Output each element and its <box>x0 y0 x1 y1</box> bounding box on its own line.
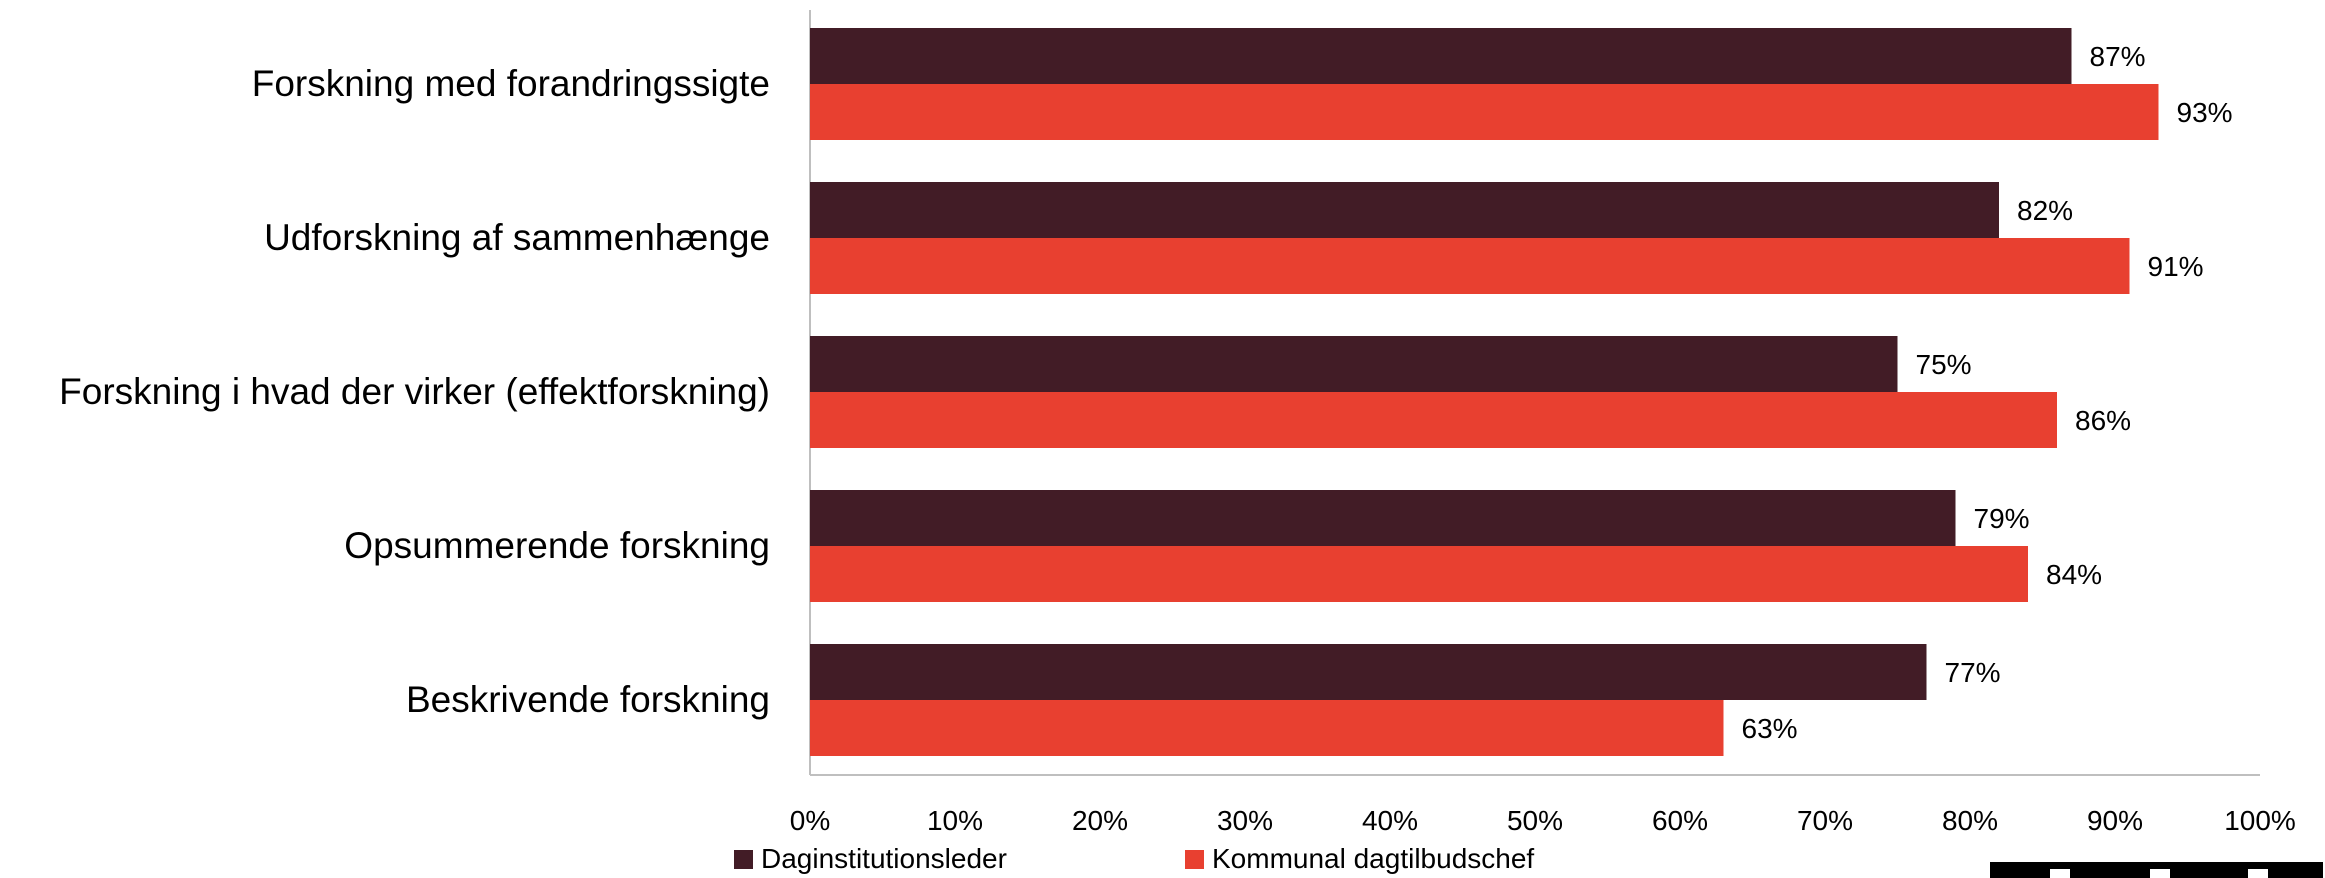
x-tick-label: 80% <box>1942 805 1998 836</box>
data-label: 77% <box>1945 657 2001 688</box>
data-label: 87% <box>2090 41 2146 72</box>
data-label: 79% <box>1974 503 2030 534</box>
x-tick-label: 0% <box>790 805 830 836</box>
legend-swatch <box>734 850 753 869</box>
data-label: 82% <box>2017 195 2073 226</box>
legend-label: Kommunal dagtilbudschef <box>1212 843 1534 874</box>
bar <box>810 700 1724 756</box>
data-label: 93% <box>2177 97 2233 128</box>
bar <box>810 490 1956 546</box>
data-label: 86% <box>2075 405 2131 436</box>
bar <box>810 392 2057 448</box>
legend-swatch <box>1185 850 1204 869</box>
x-tick-label: 70% <box>1797 805 1853 836</box>
category-label: Udforskning af sammenhænge <box>264 217 770 258</box>
x-tick-label: 100% <box>2224 805 2296 836</box>
bar <box>810 546 2028 602</box>
x-tick-label: 10% <box>927 805 983 836</box>
logo-fragment <box>1990 862 2323 878</box>
x-tick-label: 90% <box>2087 805 2143 836</box>
data-label: 84% <box>2046 559 2102 590</box>
bar <box>810 336 1898 392</box>
category-label: Forskning med forandringssigte <box>252 63 770 104</box>
chart-labels: Forskning med forandringssigte 87% 93% Udfo… <box>59 41 2232 744</box>
bar <box>810 84 2159 140</box>
x-tick-label: 40% <box>1362 805 1418 836</box>
data-label: 91% <box>2148 251 2204 282</box>
bar <box>810 28 2072 84</box>
category-label: Opsummerende forskning <box>344 525 770 566</box>
chart-legend: Daginstitutionsleder Kommunal dagtilbudsc… <box>734 843 1534 874</box>
x-tick-label: 20% <box>1072 805 1128 836</box>
x-tick-label: 60% <box>1652 805 1708 836</box>
data-label: 75% <box>1916 349 1972 380</box>
category-label: Forskning i hvad der virker (effektforsk… <box>59 371 770 412</box>
data-label: 63% <box>1742 713 1798 744</box>
x-tick-label: 50% <box>1507 805 1563 836</box>
chart-axes: 0% 10% 20% 30% 40% 50% 60% 70% 80% 90% 100% <box>790 10 2296 836</box>
legend-label: Daginstitutionsleder <box>761 843 1007 874</box>
chart-bars <box>810 28 2159 756</box>
bar <box>810 238 2130 294</box>
x-tick-label: 30% <box>1217 805 1273 836</box>
category-label: Beskrivende forskning <box>406 679 770 720</box>
bar <box>810 182 1999 238</box>
bar <box>810 644 1927 700</box>
